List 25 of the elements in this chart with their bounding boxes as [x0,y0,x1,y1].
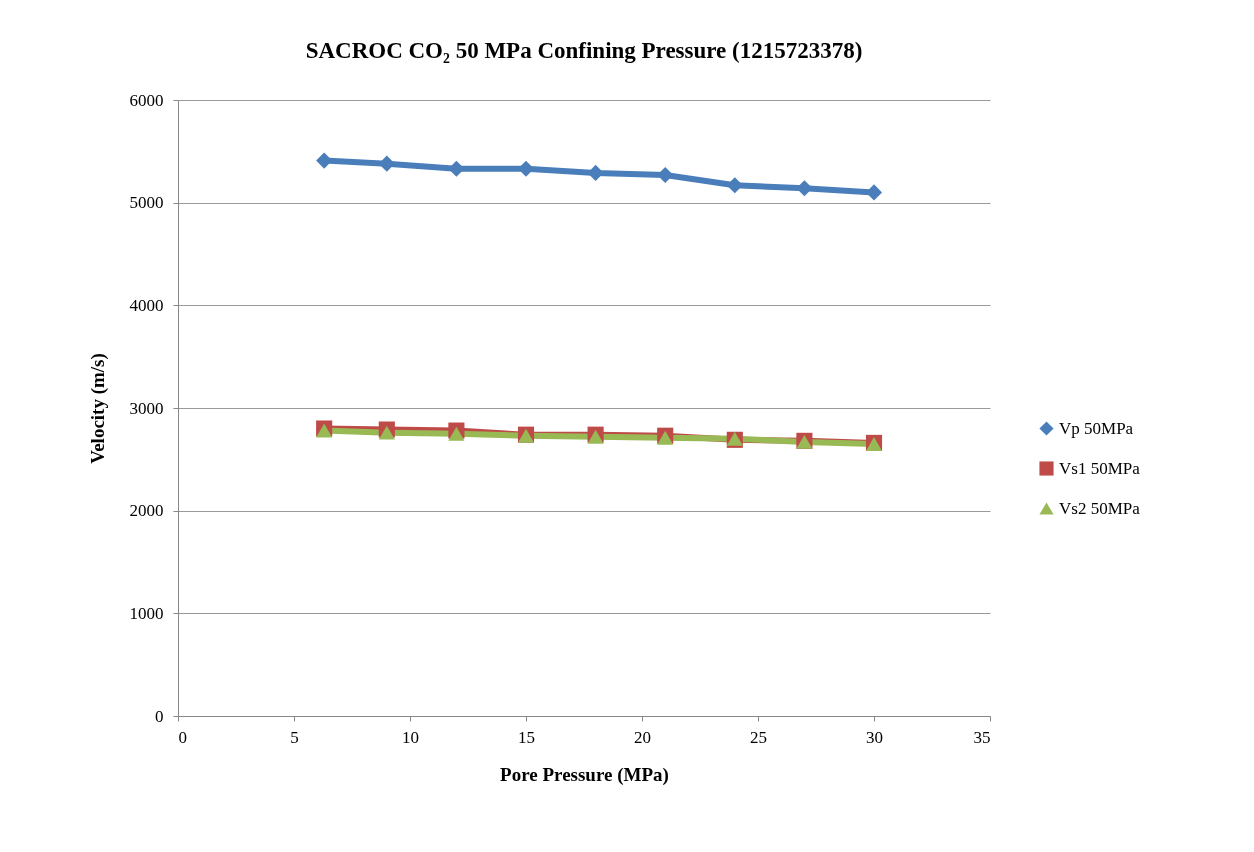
y-tick-label: 0 [155,706,164,726]
x-tick-label: 25 [750,727,767,747]
x-tick-label: 15 [518,727,535,747]
x-tick-label: 0 [178,727,187,747]
x-tick-label: 35 [973,727,991,747]
x-tick-label: 5 [290,727,299,747]
point [587,164,604,181]
legend-label: Vs1 50MPa [1059,458,1141,478]
chart-title: SACROC CO₂ 50 MPa Confining Pressure (1215723378) [305,38,863,63]
legend-label: Vp 50MPa [1059,418,1134,438]
x-axis-title: Pore Pressure (MPa) [500,763,669,786]
y-tick-label: 6000 [129,90,164,110]
y-tick-label: 1000 [129,603,164,623]
x-tick-label: 30 [866,727,883,747]
y-axis-title: Velocity (m/s) [86,353,109,464]
x-tick-label: 20 [634,727,651,747]
y-tick-label: 5000 [129,193,164,213]
point [378,425,395,440]
legend-label: Vs2 50MPa [1059,498,1141,518]
y-tick-label: 3000 [129,398,164,418]
y-tick-label: 2000 [129,501,164,521]
point [726,177,743,194]
y-tick-label: 4000 [129,295,164,315]
x-tick-label: 10 [402,727,419,747]
point [448,426,465,441]
